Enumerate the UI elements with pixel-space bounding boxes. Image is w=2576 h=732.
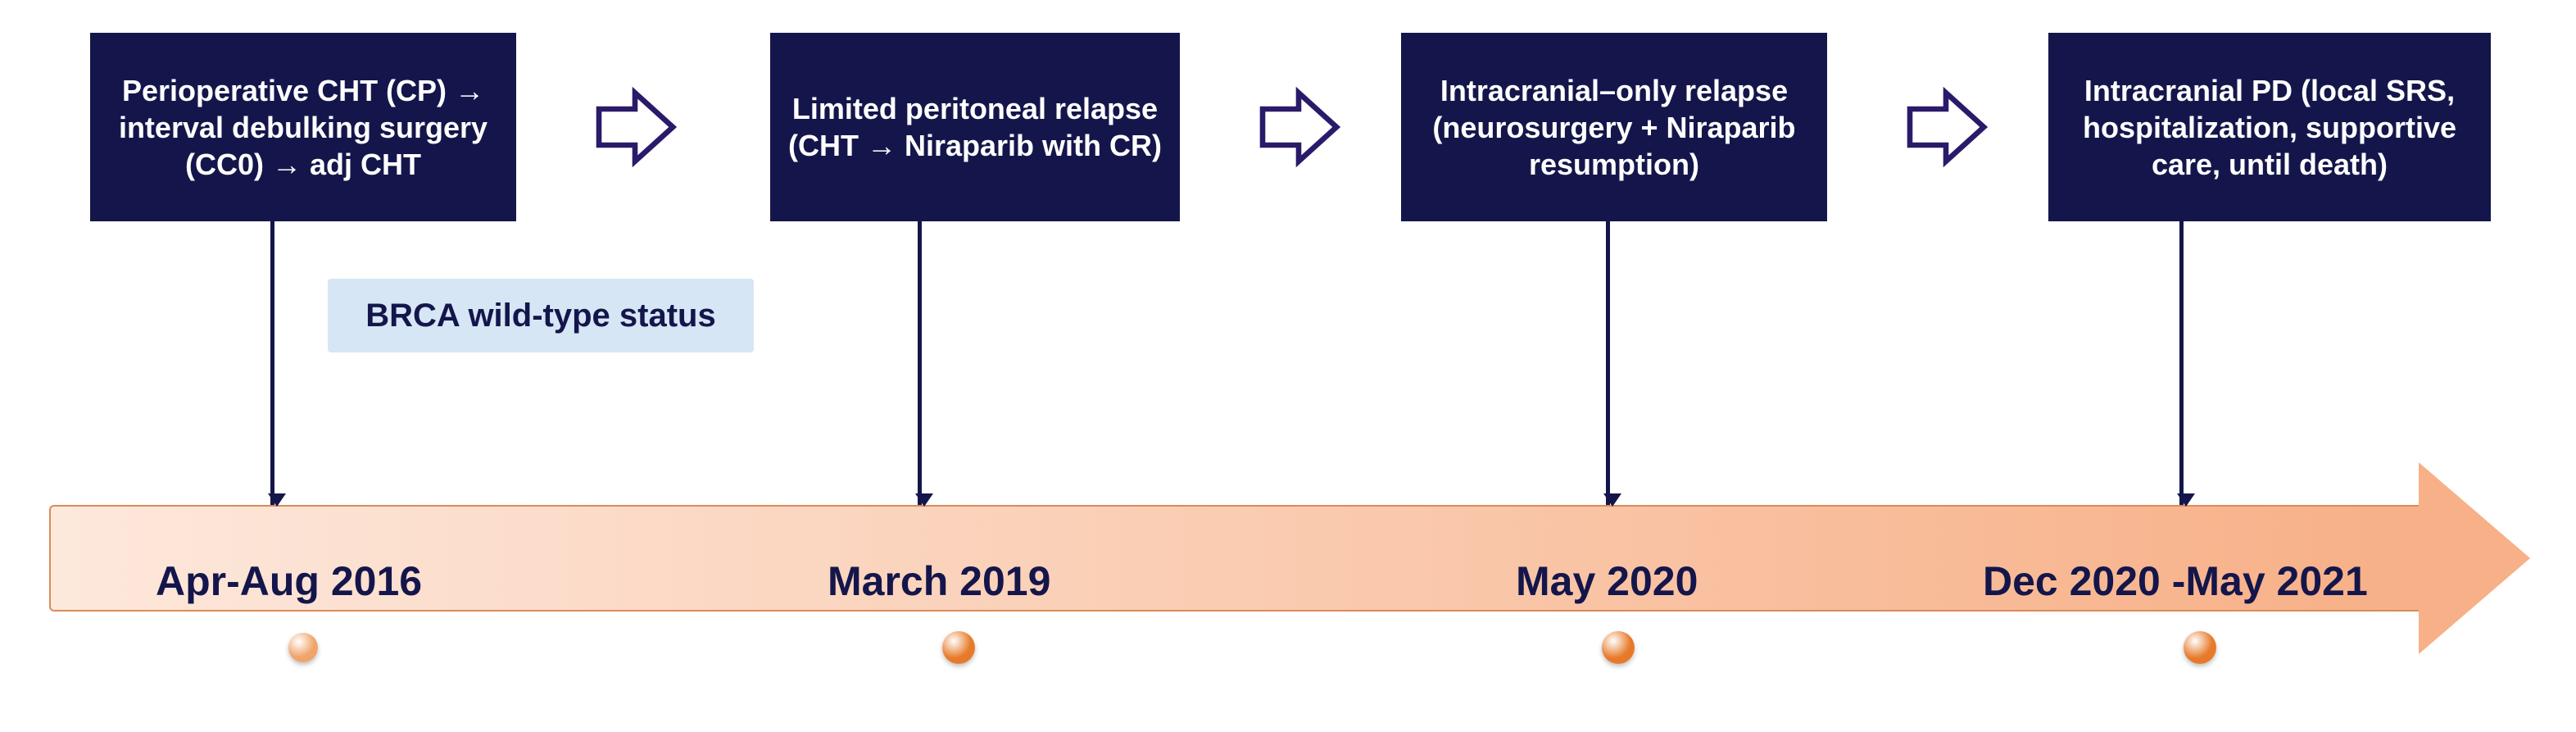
sep-1-arrow-icon [590, 82, 680, 172]
event-2-box: Limited peritoneal relapse (CHT → Nirapa… [770, 33, 1180, 221]
event-4-dot [2184, 631, 2216, 664]
event-3-text: Intracranial–only relapse (neurosurgery … [1416, 72, 1812, 183]
event-4-date-label: Dec 2020 -May 2021 [1983, 557, 2368, 605]
event-3-date-label: May 2020 [1516, 557, 1698, 605]
event-1-date-label: Apr-Aug 2016 [156, 557, 422, 605]
event-4-connector [2179, 221, 2184, 505]
sep-3-arrow-icon [1901, 82, 1991, 172]
event-3-box: Intracranial–only relapse (neurosurgery … [1401, 33, 1827, 221]
event-2-date-label: March 2019 [828, 557, 1050, 605]
event-1-connector [270, 221, 274, 505]
event-2-text: Limited peritoneal relapse (CHT → Nirapa… [785, 90, 1165, 164]
timeline-arrow-head [2419, 462, 2530, 654]
brca-status-badge: BRCA wild-type status [328, 279, 754, 352]
event-1-dot [288, 633, 318, 662]
event-4-text: Intracranial PD (local SRS, hospitalizat… [2063, 72, 2476, 183]
event-1-text: Perioperative CHT (CP) → interval debulk… [105, 72, 501, 183]
event-2-connector [918, 221, 922, 505]
sep-2-arrow-icon [1254, 82, 1344, 172]
event-3-connector [1606, 221, 1610, 505]
event-1-box: Perioperative CHT (CP) → interval debulk… [90, 33, 516, 221]
event-3-dot [1602, 631, 1635, 664]
event-2-dot [942, 631, 975, 664]
brca-status-text: BRCA wild-type status [365, 298, 715, 334]
event-4-box: Intracranial PD (local SRS, hospitalizat… [2048, 33, 2491, 221]
